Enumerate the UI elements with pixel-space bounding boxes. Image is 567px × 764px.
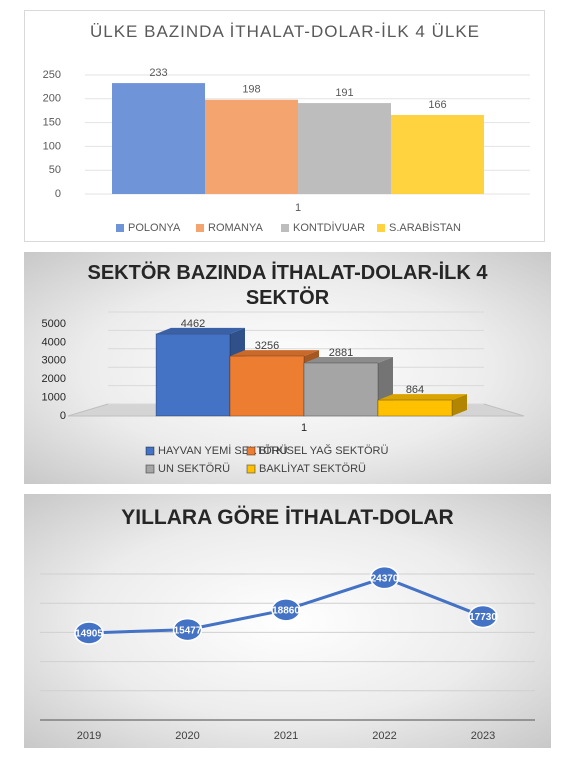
y-tick-label: 200 [43,93,61,105]
legend-label: UN SEKTÖRÜ [158,463,230,475]
bar [112,83,205,194]
legend-label: HAYVAN YEMİ SEKTÖRÜ [158,444,288,457]
legend-label: POLONYA [128,222,181,234]
chart: 0 50 100 150 200 250 233 POLONYA 198 ROMANYA 191 KO… [43,67,530,234]
chart-panel: 0 1000 2000 3000 4000 5000 4462 HAYVAN YEMİ SEK… [24,252,551,484]
point [369,565,400,590]
data-label: 15477 [174,625,202,636]
bar [205,99,298,194]
point [468,604,498,629]
x-tick-label: 1 [295,202,301,214]
point [271,598,301,622]
legend-label: BAKLİYAT SEKTÖRÜ [259,462,366,475]
bar [298,103,391,194]
chart-panel: 0 50 100 150 200 250 233 POLONYA 198 ROMANYA 191 KO… [24,10,545,242]
y-tick-label: 4000 [42,336,66,348]
x-tick-label: 2023 [471,730,495,742]
legend-swatch [196,224,204,232]
legend-label: S.ARABİSTAN [389,221,461,234]
data-label: 233 [149,67,167,79]
data-label: 24370 [371,573,399,584]
x-tick-label: 2019 [77,730,101,742]
bar [303,362,379,417]
bar-top [378,394,467,401]
x-tick-label: 2020 [175,730,199,742]
legend-label: KONTDİVUAR [293,221,365,234]
data-label: 14905 [75,629,103,640]
y-tick-label: 5000 [42,318,66,330]
x-tick-label: 2022 [372,730,396,742]
data-label: 864 [406,384,424,396]
bar-top [156,327,245,334]
bar [155,333,231,417]
bar-top [230,350,319,357]
y-tick-label: 50 [49,164,61,176]
legend-swatch [377,224,385,232]
bar-side [452,394,467,416]
point [74,621,104,645]
chart-title: ÜLKE BAZINDA İTHALAT-DOLAR-İLK 4 ÜLKE [89,22,480,41]
data-label: 3256 [255,340,279,352]
data-label: 2881 [329,347,353,359]
legend-swatch [246,446,256,456]
legend-label: ROMANYA [208,222,263,234]
data-label: 198 [242,84,260,96]
data-label: 166 [428,99,446,111]
legend-swatch [246,464,256,474]
y-tick-label: 150 [43,117,61,129]
y-tick-label: 0 [60,410,66,422]
legend-swatch [116,224,124,232]
legend-label: BİTKİSEL YAĞ SEKTÖRÜ [259,444,388,457]
y-tick-label: 250 [43,69,61,81]
x-tick-label: 1 [301,422,307,434]
bar-top [304,356,393,363]
legend-swatch [145,446,155,456]
data-label: 18860 [272,605,300,616]
y-tick-label: 2000 [42,373,66,385]
y-tick-label: 0 [55,188,61,200]
data-label: 4462 [181,318,205,330]
bar [377,399,453,417]
bar [229,355,305,417]
chart: 0 1000 2000 3000 4000 5000 4462 HAYVAN YEMİ SEK… [42,311,525,475]
y-tick-label: 3000 [42,355,66,367]
legend-swatch [145,464,155,474]
chart-panel: 14905 2019 15477 2020 18860 2021 24370 2022 1773… [24,494,551,748]
chart-title: SEKTÖR BAZINDA İTHALAT-DOLAR-İLK 4 SEKTÖ… [87,262,488,309]
y-tick-label: 1000 [42,392,66,404]
data-label: 191 [335,87,353,99]
y-tick-label: 100 [43,140,61,152]
point [172,617,203,642]
data-label: 17730 [469,612,497,623]
chart-title: YILLARA GÖRE İTHALAT-DOLAR [121,506,454,529]
chart: 14905 2019 15477 2020 18860 2021 24370 2022 1773… [40,565,535,742]
legend-swatch [281,224,289,232]
bar [391,114,484,194]
x-tick-label: 2021 [274,730,298,742]
